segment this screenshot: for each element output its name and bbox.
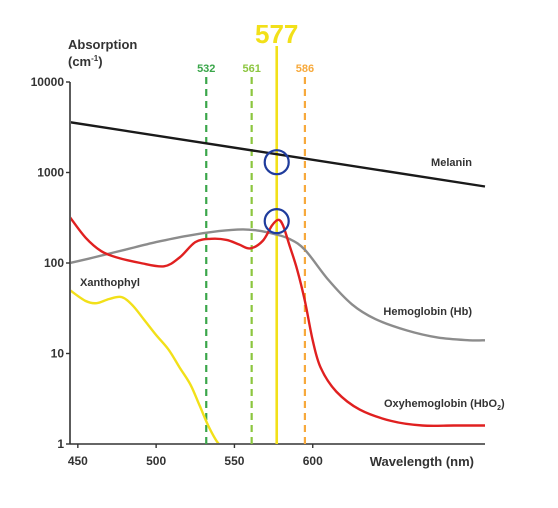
y-tick-label: 1 (57, 437, 64, 451)
series-lines (71, 121, 486, 443)
series-line-xanthophyl (71, 289, 220, 443)
series-label-xanthophyl: Xanthophyl (80, 277, 140, 289)
y-tick-label: 1000 (37, 166, 64, 180)
wavelength-markers: 532 561 577 586 (197, 19, 314, 444)
series-line-oxyhemoglobin-hbo (71, 216, 486, 428)
series-label-oxyhemoglobin: Oxyhemoglobin (HbO2) (384, 398, 505, 412)
x-tick-label: 600 (303, 454, 323, 468)
wavelength-label-577: 577 (255, 19, 298, 49)
series-line-hemoglobin-hb (71, 228, 486, 342)
y-tick-label: 10000 (31, 75, 65, 89)
wavelength-label-561: 561 (242, 63, 260, 75)
y-ticks: 1 10 100 1000 10000 (31, 75, 70, 451)
x-tick-label: 450 (68, 454, 88, 468)
series-label-hemoglobin: Hemoglobin (Hb) (383, 306, 472, 318)
x-axis-title: Wavelength (nm) (370, 454, 474, 469)
x-tick-label: 500 (146, 454, 166, 468)
x-ticks: 450 500 550 600 (68, 444, 323, 468)
y-tick-label: 10 (51, 347, 65, 361)
highlight-circles (263, 149, 290, 235)
highlight-circle-1 (263, 149, 290, 176)
wavelength-label-586: 586 (296, 63, 314, 75)
series-line-melanin (71, 121, 486, 188)
x-tick-label: 550 (224, 454, 244, 468)
y-axis-unit: (cm-1) (68, 54, 103, 69)
wavelength-label-532: 532 (197, 63, 215, 75)
y-tick-label: 100 (44, 256, 64, 270)
y-axis-title: Absorption (68, 37, 137, 52)
series-label-melanin: Melanin (431, 157, 472, 169)
highlight-circle-2 (263, 208, 290, 235)
